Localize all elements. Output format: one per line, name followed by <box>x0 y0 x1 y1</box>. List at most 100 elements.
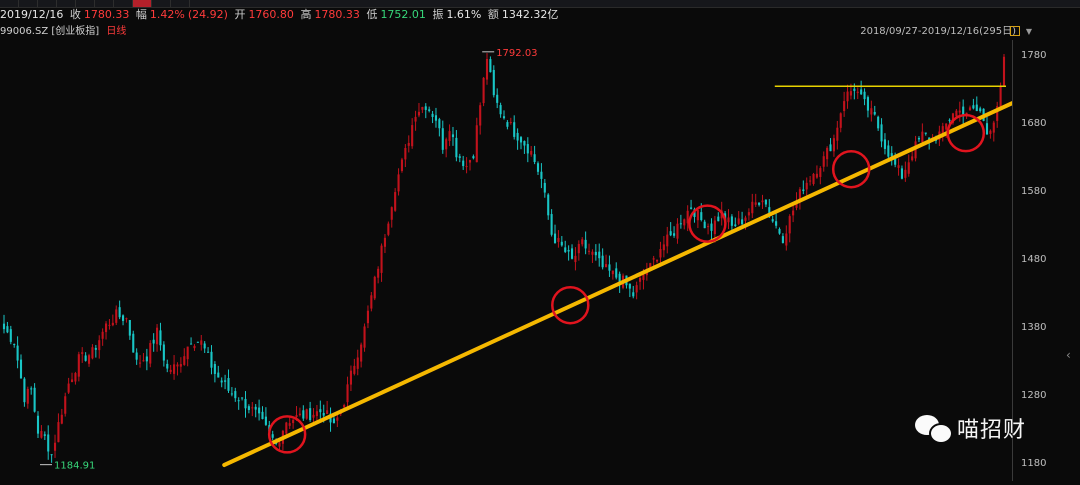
candle-body <box>264 416 267 425</box>
candle-body <box>77 354 80 377</box>
candle-body <box>254 406 257 410</box>
candle-body <box>366 310 369 324</box>
candle-body <box>805 182 808 190</box>
period-tab-daily[interactable] <box>133 0 152 7</box>
chevron-left-icon[interactable]: ‹ <box>1066 348 1071 362</box>
candle-body <box>445 139 448 150</box>
candle-body <box>441 128 444 150</box>
period-tab[interactable] <box>76 0 95 7</box>
dropdown-icon[interactable]: ▼ <box>1025 27 1032 36</box>
candle-body <box>298 413 301 416</box>
candle-body <box>315 411 318 417</box>
candle-body <box>30 388 33 390</box>
period-tab[interactable] <box>38 0 57 7</box>
candle-body <box>363 326 366 348</box>
candle-body <box>829 144 832 152</box>
candle-body <box>251 407 254 409</box>
y-tick-label: 1580 <box>1021 186 1047 197</box>
candle-body <box>676 223 679 239</box>
candle-body <box>220 380 223 383</box>
candle-body <box>60 414 63 424</box>
candle-body <box>649 263 652 270</box>
candle-body <box>815 173 818 178</box>
candle-body <box>139 362 142 364</box>
close-label: 收 <box>69 8 81 21</box>
candle-body <box>475 125 478 163</box>
candle-body <box>319 409 322 413</box>
candle-body <box>247 406 250 411</box>
candle-body <box>652 258 655 260</box>
candle-body <box>360 344 363 362</box>
period-tab[interactable] <box>171 0 190 7</box>
candle-body <box>581 239 584 245</box>
candle-body <box>183 356 186 365</box>
candle-body <box>707 226 710 228</box>
low-value: 1752.01 <box>380 8 426 21</box>
candle-body <box>880 124 883 142</box>
quote-date: 2019/12/16 <box>0 8 64 21</box>
candle-body <box>536 163 540 172</box>
candle-body <box>907 162 910 174</box>
candle-body <box>196 341 199 343</box>
candle-body <box>604 264 608 268</box>
candle-body <box>26 388 29 404</box>
candle-body <box>628 283 631 289</box>
candle-body <box>778 228 781 234</box>
period-tab[interactable] <box>19 0 38 7</box>
candle-body <box>482 77 485 104</box>
candle-body <box>50 454 53 456</box>
wechat-icon <box>915 413 953 444</box>
touch-circle <box>551 285 590 325</box>
period-label: 日线 <box>106 26 127 37</box>
candle-body <box>866 97 869 111</box>
lock-icon[interactable] <box>1010 26 1020 36</box>
period-tab[interactable] <box>114 0 133 7</box>
candle-body <box>979 108 982 112</box>
candle-body <box>295 415 298 418</box>
candle-body <box>996 106 999 121</box>
candle-body <box>91 347 94 359</box>
candle-body <box>496 94 499 103</box>
open-value: 1760.80 <box>248 8 294 21</box>
candle-body <box>764 199 767 205</box>
candle-body <box>166 363 169 369</box>
candlestick-chart[interactable]: 1792.03 1184.91 <box>0 40 1048 481</box>
candle-body <box>941 126 944 135</box>
candle-body <box>186 346 189 360</box>
candle-body <box>288 423 291 426</box>
candle-body <box>826 147 829 160</box>
candle-body <box>656 259 659 262</box>
candle-body <box>860 89 863 95</box>
candle-body <box>785 233 788 246</box>
candle-body <box>747 212 750 216</box>
period-tab[interactable] <box>152 0 171 7</box>
candle-body <box>547 194 550 216</box>
candle-body <box>417 111 421 116</box>
candle-body <box>567 250 570 252</box>
candle-body <box>587 250 591 252</box>
candle-body <box>271 434 274 438</box>
y-tick-label: 1680 <box>1021 118 1047 129</box>
candle-body <box>121 315 125 321</box>
period-tab[interactable] <box>57 0 76 7</box>
candle-body <box>128 319 131 336</box>
amount-label: 额 <box>487 8 499 21</box>
candle-body <box>877 116 880 129</box>
candle-body <box>513 122 516 137</box>
date-range: 2018/09/27-2019/12/16(295日) <box>860 26 1016 37</box>
candle-body <box>404 147 407 160</box>
period-tab[interactable] <box>0 0 19 7</box>
candle-body <box>499 105 502 115</box>
candle-body <box>322 413 325 416</box>
candle-body <box>812 173 815 184</box>
candle-body <box>173 364 176 374</box>
candle-body <box>472 156 475 159</box>
candle-body <box>434 115 438 121</box>
open-label: 开 <box>234 8 246 21</box>
candle-body <box>615 268 618 278</box>
period-tab[interactable] <box>95 0 114 7</box>
candle-body <box>911 156 914 161</box>
candle-body <box>9 329 12 342</box>
candle-body <box>390 207 393 220</box>
candle-body <box>560 241 563 246</box>
